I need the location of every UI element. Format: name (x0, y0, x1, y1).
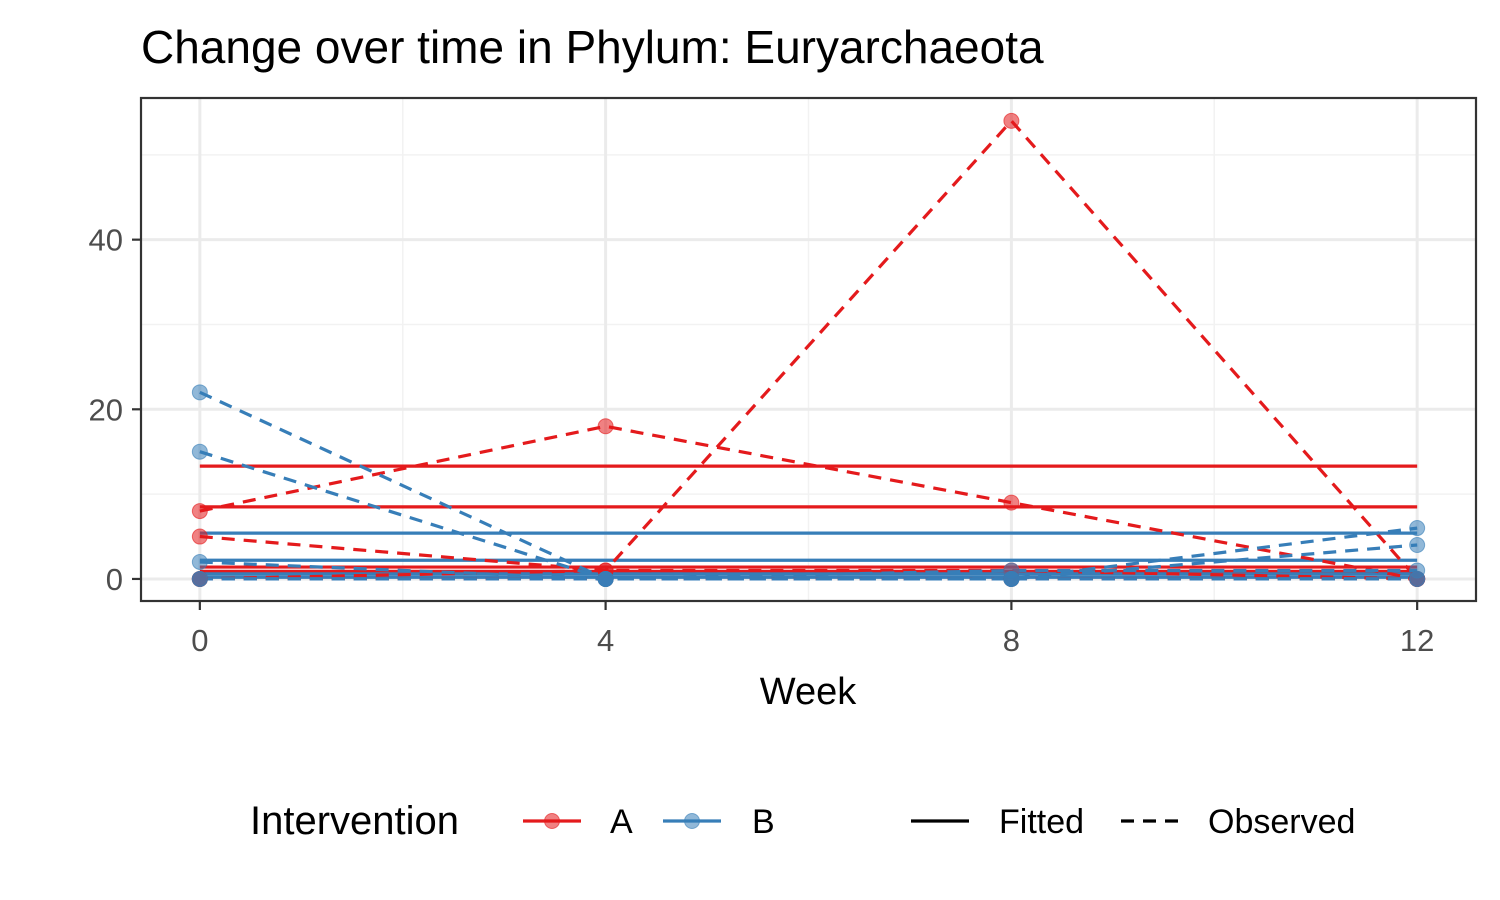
observed-line-B (199, 560, 1418, 581)
y-tick-label: 0 (106, 562, 123, 597)
x-tick-label: 0 (191, 623, 208, 658)
legend-label-B: B (752, 803, 775, 841)
observed-point-B (1409, 537, 1426, 554)
x-tick-label: 8 (1003, 623, 1020, 658)
y-tick-label: 40 (89, 223, 123, 258)
observed-point-B (597, 570, 614, 587)
y-axis: 0 20 40 (89, 223, 141, 597)
observed-line-A (199, 424, 1418, 581)
x-tick-label: 12 (1400, 623, 1434, 658)
observed-point-B (191, 384, 208, 401)
observed-point-A (597, 418, 614, 435)
legend-key-point-A (544, 813, 560, 829)
chart-title: Change over time in Phylum: Euryarchaeot… (141, 21, 1044, 73)
legend-label-A: A (610, 803, 633, 841)
legend-label-observed: Observed (1208, 803, 1355, 841)
plot-panel (139, 96, 1478, 603)
observed-point-A (1003, 112, 1020, 129)
legend-title: Intervention (250, 799, 459, 843)
observed-point-A (191, 528, 208, 545)
observed-point-A (191, 503, 208, 520)
observed-line-B (199, 450, 1418, 581)
observed-point-B (1409, 520, 1426, 537)
observed-point-B (191, 443, 208, 460)
legend: Intervention A B Fitted Observed (250, 799, 1355, 843)
observed-line-A (199, 118, 1419, 581)
panel-border (139, 96, 1478, 603)
observed-point-B (191, 553, 208, 570)
x-axis-title: Week (760, 671, 857, 713)
observed-point-A (1003, 494, 1020, 511)
y-tick-label: 20 (89, 392, 123, 427)
legend-label-fitted: Fitted (999, 803, 1084, 841)
x-tick-label: 4 (597, 623, 614, 658)
observed-line-A (199, 534, 1418, 581)
x-axis: 0 4 8 12 (191, 601, 1434, 658)
legend-key-point-B (684, 813, 700, 829)
observed-point-B (191, 570, 208, 587)
observed-point-B (1003, 570, 1020, 587)
observed-point-B (1409, 570, 1426, 587)
